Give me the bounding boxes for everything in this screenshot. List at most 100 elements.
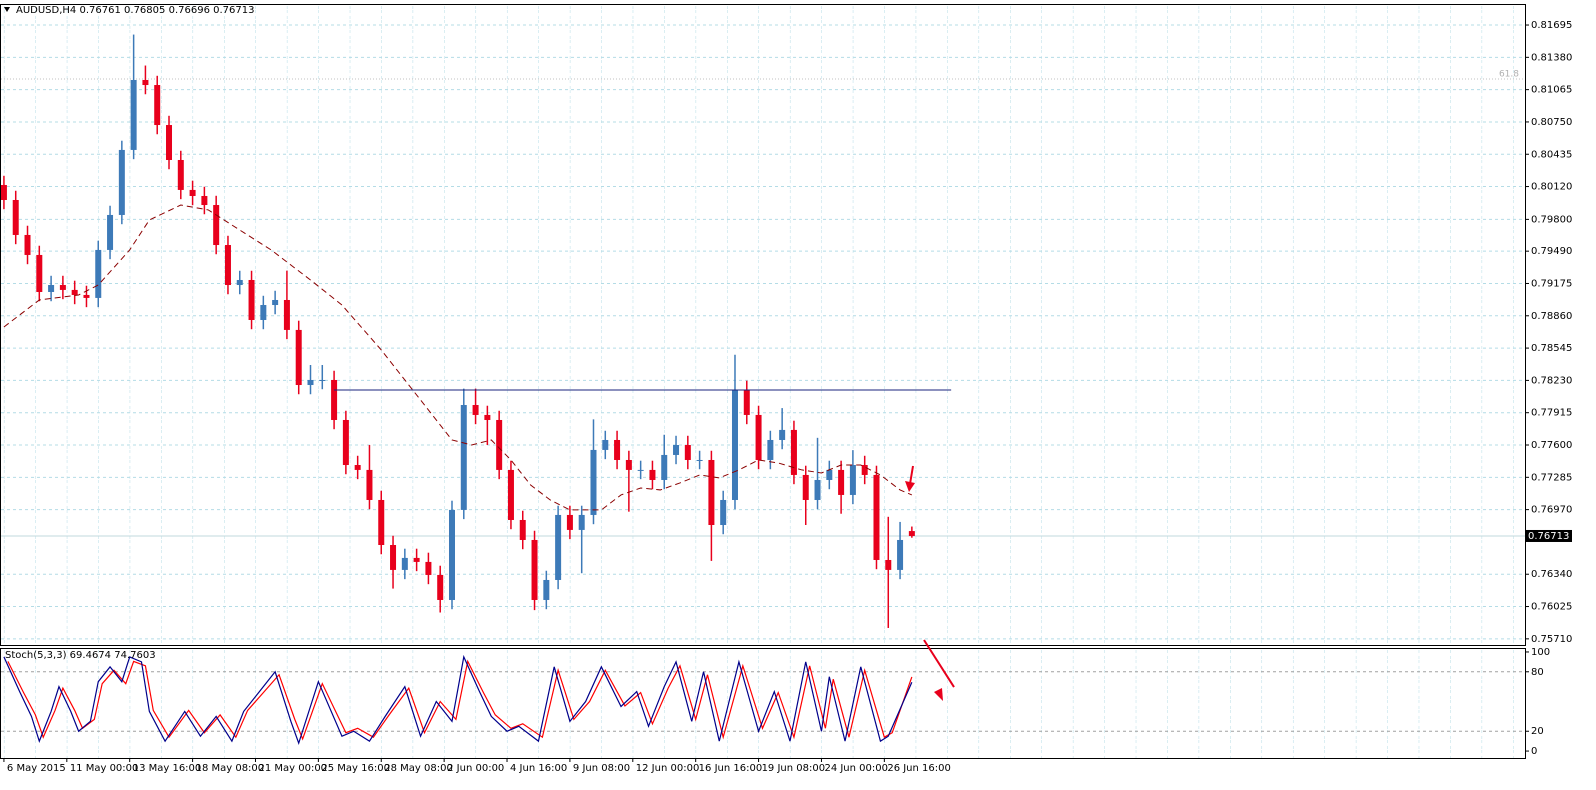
candle-body bbox=[319, 379, 326, 381]
y-tick-label: 0.81695 bbox=[1531, 20, 1572, 31]
y-tick-label: 0.79490 bbox=[1531, 246, 1572, 257]
candle-body bbox=[425, 561, 432, 575]
candle-body bbox=[390, 545, 397, 570]
candle-body bbox=[838, 469, 845, 495]
candle-body bbox=[248, 279, 255, 320]
candle-body bbox=[272, 299, 279, 306]
candle-body bbox=[507, 469, 514, 520]
y-tick-label: 0.80120 bbox=[1531, 182, 1572, 193]
low-value: 0.76696 bbox=[169, 5, 210, 16]
arrow-stoch bbox=[923, 639, 955, 701]
candle-body bbox=[213, 205, 220, 246]
y-tick-label: 0.75710 bbox=[1531, 634, 1572, 645]
candle-body bbox=[460, 405, 467, 510]
y-tick-label: 0.77600 bbox=[1531, 440, 1572, 451]
candle-body bbox=[543, 579, 550, 600]
candle-body bbox=[260, 305, 267, 320]
candle-body bbox=[201, 195, 208, 206]
candle-body bbox=[673, 445, 680, 455]
candle-body bbox=[71, 289, 78, 295]
candle-body bbox=[83, 294, 90, 298]
candle-body bbox=[130, 79, 137, 150]
x-tick-label: 9 Jun 08:00 bbox=[573, 763, 630, 774]
y-tick-label: 0.81065 bbox=[1531, 85, 1572, 96]
candle-body bbox=[849, 465, 856, 495]
stoch-line bbox=[7, 659, 913, 741]
open-value: 0.76761 bbox=[79, 5, 120, 16]
x-tick-label: 6 May 2015 bbox=[7, 763, 66, 774]
candle-body bbox=[496, 419, 503, 470]
candle-body bbox=[779, 429, 786, 440]
candle-body bbox=[566, 514, 573, 530]
candle-body bbox=[166, 125, 173, 160]
y-tick-label: 0 bbox=[1531, 746, 1537, 757]
candle-body bbox=[413, 557, 420, 562]
candle-body bbox=[861, 465, 868, 475]
candle-body bbox=[755, 414, 762, 460]
candle-body bbox=[154, 85, 161, 126]
candle-body bbox=[448, 509, 455, 600]
x-tick-label: 28 May 08:00 bbox=[384, 763, 453, 774]
stoch-title: Stoch(5,3,3) bbox=[5, 650, 67, 661]
main-grid-pattern bbox=[0, 4, 1526, 646]
symbol-header: AUDUSD,H4 0.76761 0.76805 0.76696 0.7671… bbox=[16, 5, 254, 16]
x-tick-label: 4 Jun 16:00 bbox=[510, 763, 567, 774]
candle-body bbox=[802, 474, 809, 500]
collapse-triangle[interactable] bbox=[4, 7, 10, 12]
current-price-tag bbox=[1526, 529, 1572, 542]
x-tick-label: 26 Jun 16:00 bbox=[887, 763, 951, 774]
candle-body bbox=[649, 469, 656, 480]
candle-body bbox=[767, 439, 774, 460]
candle-body bbox=[708, 459, 715, 526]
x-tick-label: 13 May 16:00 bbox=[133, 763, 202, 774]
candle-body bbox=[696, 459, 703, 461]
y-tick-label: 0.76970 bbox=[1531, 505, 1572, 516]
candle-body bbox=[826, 469, 833, 480]
x-tick-label: 19 Jun 08:00 bbox=[762, 763, 826, 774]
candle-body bbox=[814, 479, 821, 500]
x-tick-label: 16 Jun 16:00 bbox=[699, 763, 763, 774]
candle-body bbox=[24, 234, 31, 255]
candle-body bbox=[283, 299, 290, 330]
x-tick-label: 21 May 00:00 bbox=[258, 763, 327, 774]
candle-body bbox=[743, 389, 750, 415]
stoch-line bbox=[3, 654, 913, 745]
candle-body bbox=[519, 519, 526, 540]
candle-body bbox=[555, 514, 562, 580]
candle-body bbox=[95, 249, 102, 298]
candle-body bbox=[684, 445, 691, 460]
stoch-header: Stoch(5,3,3) 69.4674 74.7603 bbox=[5, 650, 156, 661]
y-tick-label: 0.77915 bbox=[1531, 408, 1572, 419]
candle-body bbox=[36, 254, 43, 292]
stoch-signal-value: 74.7603 bbox=[114, 650, 155, 661]
x-tick-label: 18 May 08:00 bbox=[196, 763, 265, 774]
x-tick-label: 24 Jun 00:00 bbox=[824, 763, 888, 774]
candle-body bbox=[578, 514, 585, 530]
y-tick-label: 20 bbox=[1531, 726, 1544, 737]
stoch-grid-pattern bbox=[0, 648, 1526, 759]
y-tick-label: 0.78860 bbox=[1531, 311, 1572, 322]
candle-body bbox=[331, 379, 338, 420]
main-panel-border bbox=[0, 4, 1526, 646]
y-tick-label: 0.76025 bbox=[1531, 602, 1572, 613]
plot-layer: 0.81695 0.81380 0.81065 0.80750 0.80435 0.801… bbox=[0, 20, 1572, 774]
candle-body bbox=[48, 285, 55, 292]
close-value: 0.76713 bbox=[213, 5, 254, 16]
candle-body bbox=[354, 465, 361, 470]
candle-body bbox=[437, 574, 444, 600]
high-value: 0.76805 bbox=[124, 5, 165, 16]
candle-body bbox=[189, 189, 196, 196]
y-tick-label: 0.81380 bbox=[1531, 52, 1572, 63]
symbol: AUDUSD,H4 bbox=[16, 5, 76, 16]
candle-body bbox=[118, 149, 125, 215]
candle-body bbox=[484, 414, 491, 420]
candle-body bbox=[177, 159, 184, 190]
x-tick-label: 11 May 00:00 bbox=[70, 763, 139, 774]
y-tick-label: 0.79800 bbox=[1531, 214, 1572, 225]
arrow-main bbox=[905, 465, 915, 492]
candle-body bbox=[107, 214, 114, 250]
stoch-main-value: 69.4674 bbox=[70, 650, 111, 661]
candle-body bbox=[224, 245, 231, 286]
y-tick-label: 0.77285 bbox=[1531, 472, 1572, 483]
